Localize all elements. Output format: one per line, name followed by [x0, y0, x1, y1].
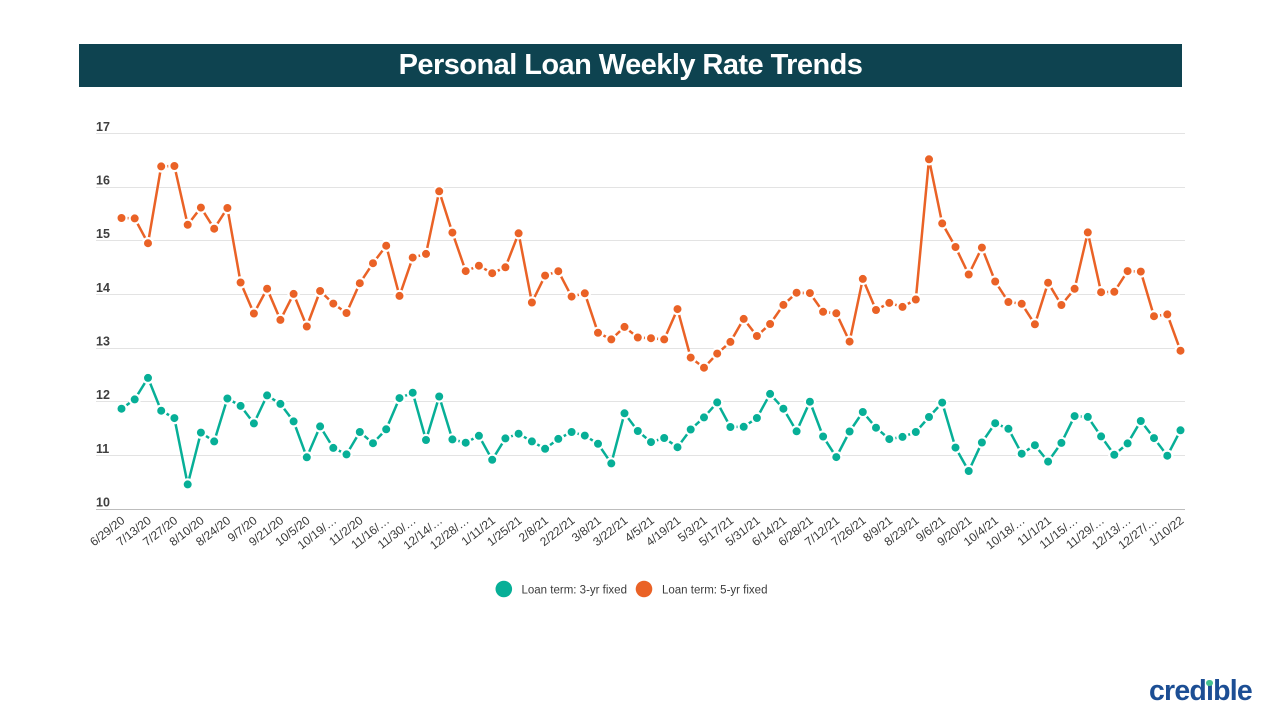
svg-text:14: 14 — [96, 281, 110, 295]
svg-text:11: 11 — [96, 442, 109, 456]
svg-text:17: 17 — [96, 120, 110, 134]
svg-text:12: 12 — [96, 388, 110, 402]
svg-text:15: 15 — [96, 227, 110, 241]
svg-text:Loan term: 5-yr fixed: Loan term: 5-yr fixed — [662, 585, 767, 597]
svg-text:10: 10 — [96, 496, 110, 510]
svg-text:13: 13 — [96, 335, 110, 349]
svg-text:16: 16 — [96, 174, 110, 188]
svg-text:Loan term: 3-yr fixed: Loan term: 3-yr fixed — [522, 585, 627, 597]
